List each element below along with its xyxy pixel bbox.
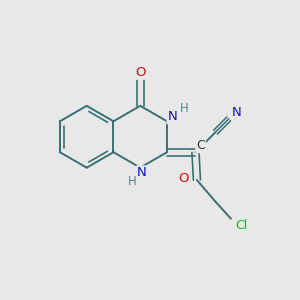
- Text: N: N: [232, 106, 242, 119]
- Text: O: O: [178, 172, 189, 185]
- Text: N: N: [137, 167, 147, 179]
- Text: H: H: [128, 175, 136, 188]
- Text: H: H: [180, 102, 188, 116]
- Text: C: C: [196, 139, 205, 152]
- Text: O: O: [135, 66, 146, 79]
- Text: Cl: Cl: [235, 219, 248, 232]
- Text: N: N: [167, 110, 177, 123]
